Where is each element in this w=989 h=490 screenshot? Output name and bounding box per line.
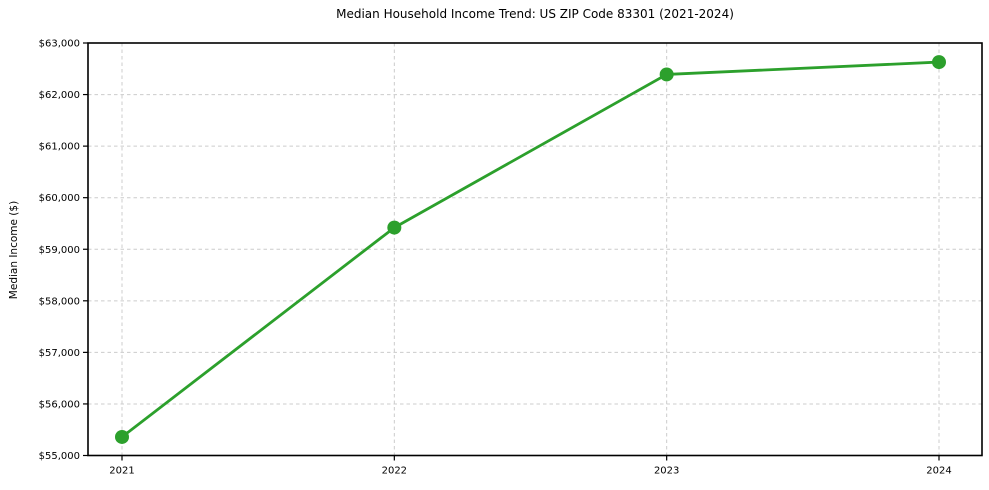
y-tick-label: $61,000 xyxy=(39,142,80,153)
data-point-2024 xyxy=(932,55,946,70)
y-tick-label: $59,000 xyxy=(39,245,80,256)
y-tick-label: $55,000 xyxy=(39,451,80,462)
plot-border xyxy=(87,42,983,457)
y-tick-label: $62,000 xyxy=(39,90,80,101)
y-tick-label: $57,000 xyxy=(39,348,80,359)
x-tick-label: 2021 xyxy=(109,466,134,477)
data-point-2023 xyxy=(659,67,674,82)
data-point-2022 xyxy=(387,220,402,235)
chart-title: Median Household Income Trend: US ZIP Co… xyxy=(336,7,734,21)
x-tick-label: 2022 xyxy=(382,466,407,477)
trend-line xyxy=(120,60,941,439)
y-tick-label: $56,000 xyxy=(39,399,80,410)
x-tick-label: 2023 xyxy=(654,466,679,477)
x-tick-label: 2024 xyxy=(926,466,951,477)
y-tick-label: $63,000 xyxy=(39,39,80,50)
y-tick-label: $60,000 xyxy=(39,193,80,204)
y-tick-label: $58,000 xyxy=(39,296,80,307)
data-point-2021 xyxy=(115,429,129,444)
